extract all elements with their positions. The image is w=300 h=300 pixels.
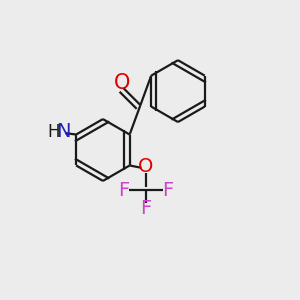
Text: O: O bbox=[138, 157, 154, 176]
Text: F: F bbox=[140, 199, 152, 218]
Text: F: F bbox=[162, 181, 174, 200]
Text: H: H bbox=[47, 123, 59, 141]
Text: O: O bbox=[114, 73, 130, 93]
Text: N: N bbox=[56, 122, 70, 141]
Text: F: F bbox=[118, 181, 129, 200]
